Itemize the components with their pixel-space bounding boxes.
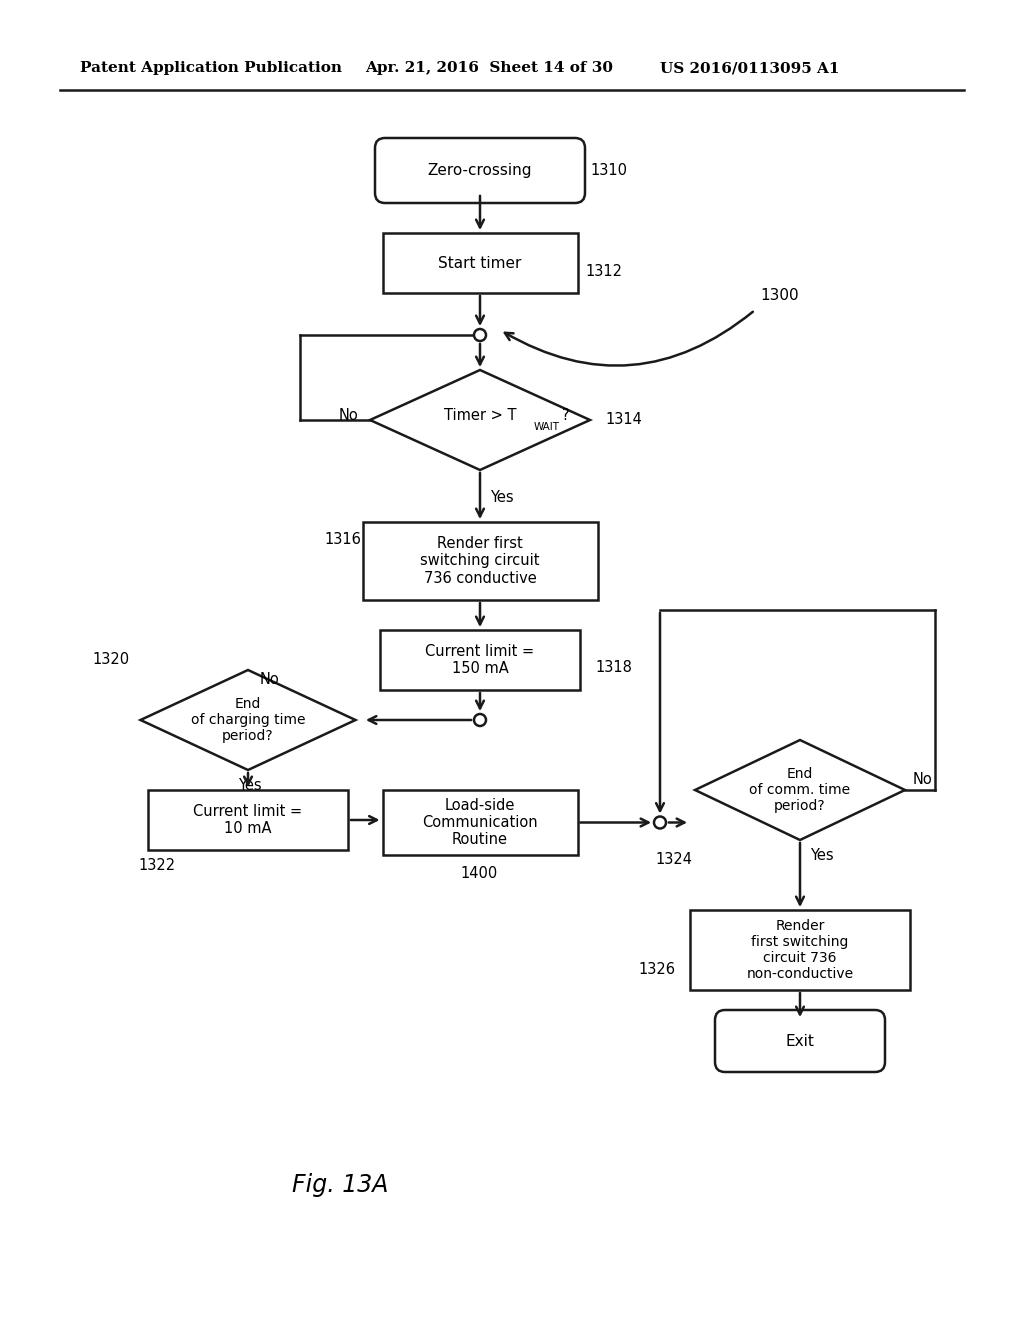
Bar — [383, 234, 578, 293]
Text: Fig. 13A: Fig. 13A — [292, 1173, 388, 1197]
Bar — [362, 521, 597, 601]
FancyBboxPatch shape — [375, 139, 585, 203]
Text: End
of comm. time
period?: End of comm. time period? — [750, 767, 851, 813]
Text: Zero-crossing: Zero-crossing — [428, 162, 532, 178]
Text: 1400: 1400 — [460, 866, 498, 880]
Polygon shape — [370, 370, 590, 470]
Bar — [690, 909, 910, 990]
Text: Yes: Yes — [238, 777, 261, 792]
Text: 1310: 1310 — [590, 162, 627, 178]
Polygon shape — [140, 671, 355, 770]
Bar — [148, 789, 348, 850]
FancyBboxPatch shape — [715, 1010, 885, 1072]
Text: ?: ? — [562, 408, 569, 424]
Text: 1326: 1326 — [638, 962, 675, 978]
Text: Load-side
Communication
Routine: Load-side Communication Routine — [422, 797, 538, 847]
Text: Current limit =
150 mA: Current limit = 150 mA — [425, 644, 535, 676]
Text: End
of charging time
period?: End of charging time period? — [190, 697, 305, 743]
Text: 1300: 1300 — [760, 288, 799, 302]
Text: Current limit =
10 mA: Current limit = 10 mA — [194, 804, 302, 836]
Bar — [380, 630, 580, 690]
Circle shape — [654, 817, 666, 829]
Text: Render first
switching circuit
736 conductive: Render first switching circuit 736 condu… — [420, 536, 540, 586]
Text: Yes: Yes — [490, 491, 514, 506]
Polygon shape — [695, 741, 905, 840]
Text: 1322: 1322 — [138, 858, 175, 873]
Text: 1312: 1312 — [586, 264, 623, 279]
Text: Yes: Yes — [810, 847, 834, 862]
Text: Apr. 21, 2016  Sheet 14 of 30: Apr. 21, 2016 Sheet 14 of 30 — [365, 61, 613, 75]
Circle shape — [474, 714, 486, 726]
Text: WAIT: WAIT — [534, 422, 560, 432]
Circle shape — [474, 329, 486, 341]
Text: Render
first switching
circuit 736
non-conductive: Render first switching circuit 736 non-c… — [746, 919, 854, 981]
Text: 1324: 1324 — [655, 853, 692, 867]
Bar — [383, 789, 578, 855]
Text: 1316: 1316 — [325, 532, 361, 548]
Text: 1314: 1314 — [605, 412, 642, 428]
Text: No: No — [338, 408, 358, 424]
Text: 1320: 1320 — [92, 652, 130, 668]
Text: Timer > T: Timer > T — [443, 408, 516, 424]
Text: Start timer: Start timer — [438, 256, 521, 271]
Text: 1318: 1318 — [595, 660, 632, 676]
Text: No: No — [260, 672, 280, 688]
Text: No: No — [913, 772, 933, 788]
Text: US 2016/0113095 A1: US 2016/0113095 A1 — [660, 61, 840, 75]
Text: Patent Application Publication: Patent Application Publication — [80, 61, 342, 75]
Text: Exit: Exit — [785, 1034, 814, 1048]
